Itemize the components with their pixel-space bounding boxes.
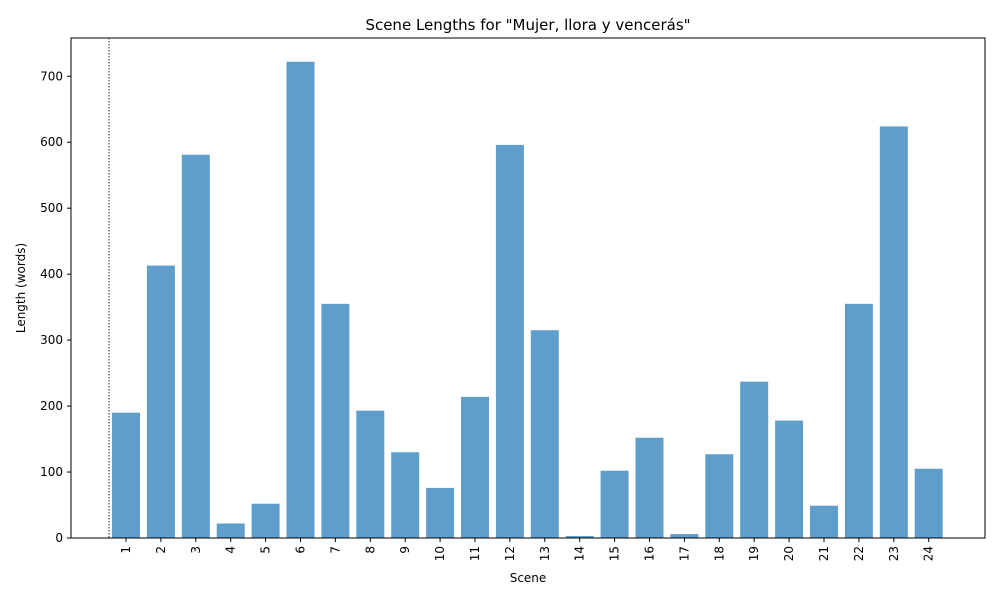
x-tick-label: 22 (852, 546, 866, 561)
x-axis-label: Scene (510, 571, 547, 585)
bar-scene-1 (112, 412, 140, 538)
bar-scene-21 (810, 505, 838, 538)
x-tick-label: 1 (119, 546, 133, 554)
x-tick-label: 15 (608, 546, 622, 561)
x-tick-label: 18 (712, 546, 726, 561)
x-tick-label: 3 (189, 546, 203, 554)
bar-scene-20 (775, 420, 804, 538)
bar-scene-12 (495, 144, 524, 539)
bar-scene-13 (530, 330, 559, 538)
bar-scene-18 (705, 454, 734, 538)
x-tick-label: 21 (817, 546, 831, 561)
bar-scene-6 (286, 61, 315, 538)
bars-group (112, 61, 943, 539)
x-tick-label: 2 (154, 546, 168, 554)
x-tick-label: 4 (224, 546, 238, 554)
bar-scene-4 (216, 523, 245, 538)
bar-scene-10 (426, 487, 455, 538)
y-tick-label: 300 (40, 333, 63, 347)
x-tick-label: 19 (747, 546, 761, 561)
x-tick-label: 13 (538, 546, 552, 561)
x-tick-label: 11 (468, 546, 482, 561)
bar-scene-15 (600, 470, 629, 538)
y-tick-label: 600 (40, 135, 63, 149)
chart-title: Scene Lengths for "Mujer, llora y vencer… (365, 16, 690, 34)
x-tick-label: 5 (259, 546, 273, 554)
bar-scene-23 (879, 126, 908, 538)
bar-scene-14 (565, 536, 594, 538)
bar-scene-19 (740, 381, 769, 538)
bar-scene-24 (914, 468, 943, 538)
x-tick-label: 10 (433, 546, 447, 561)
x-tick-label: 23 (887, 546, 901, 561)
x-tick-label: 16 (643, 546, 657, 561)
x-tick-label: 6 (294, 546, 308, 554)
bar-scene-17 (670, 534, 699, 538)
bar-scene-11 (461, 396, 489, 538)
plot-frame (70, 37, 986, 539)
x-tick-label: 9 (398, 546, 412, 554)
x-tick-label: 14 (573, 546, 587, 561)
x-tick-label: 7 (328, 546, 342, 554)
bar-scene-8 (356, 410, 385, 538)
x-tick-label: 24 (922, 546, 936, 561)
y-tick-label: 500 (40, 201, 63, 215)
y-tick-label: 400 (40, 267, 63, 281)
y-tick-label: 200 (40, 399, 63, 413)
x-tick-label: 20 (782, 546, 796, 561)
x-tick-label: 12 (503, 546, 517, 561)
bar-scene-9 (391, 452, 420, 538)
bar-scene-7 (321, 303, 350, 538)
y-axis-label: Length (words) (14, 243, 28, 333)
bar-scene-5 (251, 503, 280, 538)
bar-scene-22 (844, 303, 873, 538)
y-axis: 0 100 200 300 400 500 600 700 (40, 69, 71, 545)
y-tick-label: 700 (40, 69, 63, 83)
x-tick-label: 17 (677, 546, 691, 561)
y-tick-label: 100 (40, 465, 63, 479)
x-axis: 1 2 3 4 5 6 7 8 9 10 11 12 13 14 15 16 17 18 19 20 21 22 23 24 (119, 538, 936, 561)
x-tick-label: 8 (363, 546, 377, 554)
y-tick-label: 0 (55, 531, 63, 545)
bar-scene-2 (146, 265, 175, 538)
bar-scene-3 (181, 154, 210, 538)
bar-scene-16 (635, 437, 664, 538)
